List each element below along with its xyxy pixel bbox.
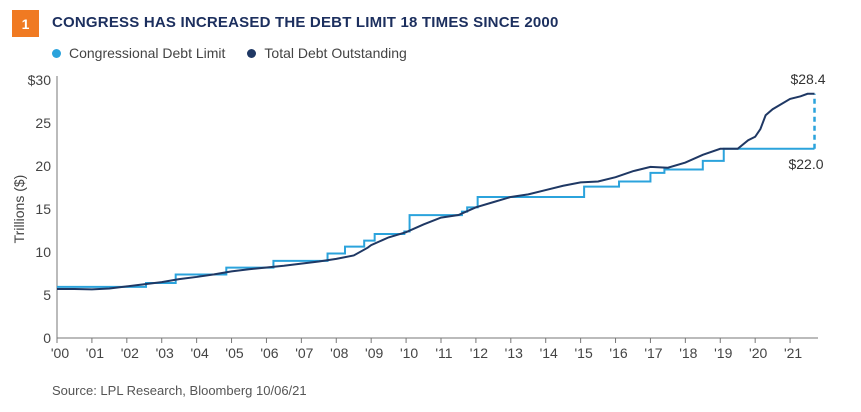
legend-label-total-debt: Total Debt Outstanding: [264, 45, 407, 61]
x-tick-label: '12: [470, 345, 488, 361]
y-tick-label: 5: [43, 287, 51, 303]
x-tick-label: '15: [574, 345, 592, 361]
x-tick-label: '11: [435, 345, 452, 361]
legend-label-debt-limit: Congressional Debt Limit: [69, 45, 226, 61]
x-tick-label: '13: [505, 345, 523, 361]
x-tick-label: '08: [330, 345, 348, 361]
x-tick-label: '16: [609, 345, 627, 361]
source-note: Source: LPL Research, Bloomberg 10/06/21: [52, 383, 307, 398]
x-tick-label: '10: [400, 345, 418, 361]
x-tick-label: '14: [540, 345, 558, 361]
x-tick-label: '17: [644, 345, 662, 361]
x-tick-label: '03: [156, 345, 174, 361]
legend-swatch-debt-limit: [52, 48, 61, 58]
x-axis: '00 '01 '02 '03 '04 '05 '06 '07 '08 '09 '10 '11 '12 '…: [51, 337, 818, 361]
y-tick-label: 0: [43, 330, 51, 346]
series-line-debt-limit: [57, 147, 815, 288]
y-tick-label: 25: [35, 115, 51, 131]
x-tick-label: '02: [121, 345, 139, 361]
x-tick-label: '20: [749, 345, 767, 361]
chart-legend: Congressional Debt Limit Total Debt Outs…: [52, 45, 407, 61]
x-tick-label: '19: [714, 345, 732, 361]
x-tick-label: '06: [260, 345, 278, 361]
chart-title: CONGRESS HAS INCREASED THE DEBT LIMIT 18…: [52, 14, 559, 31]
y-tick-label: $30: [28, 72, 52, 88]
x-tick-label: '21: [784, 345, 802, 361]
legend-item-debt-limit: Congressional Debt Limit: [52, 45, 225, 61]
x-tick-label: '00: [51, 345, 69, 361]
x-tick-label: '01: [86, 345, 104, 361]
x-tick-label: '05: [225, 345, 243, 361]
x-tick-label: '07: [295, 345, 313, 361]
x-tick-label: '18: [679, 345, 697, 361]
annotation-total-debt: $28.4: [790, 71, 825, 87]
legend-item-total-debt: Total Debt Outstanding: [247, 45, 407, 61]
annotation-layer: $28.4 $22.0: [788, 71, 825, 172]
y-axis-title: Trillions ($): [11, 175, 27, 244]
legend-swatch-total-debt: [247, 48, 257, 58]
y-axis: 0 5 10 15 20 25 $30 Trillions ($): [11, 72, 58, 346]
y-tick-label: 20: [35, 158, 51, 174]
series-line-total-debt: [57, 92, 815, 291]
series-layer: [57, 92, 816, 291]
annotation-debt-limit: $22.0: [788, 156, 823, 172]
y-tick-label: 15: [35, 201, 51, 217]
x-tick-label: '04: [191, 345, 209, 361]
y-tick-label: 10: [35, 244, 51, 260]
figure-number-badge: 1: [12, 10, 39, 37]
x-tick-label: '09: [365, 345, 383, 361]
